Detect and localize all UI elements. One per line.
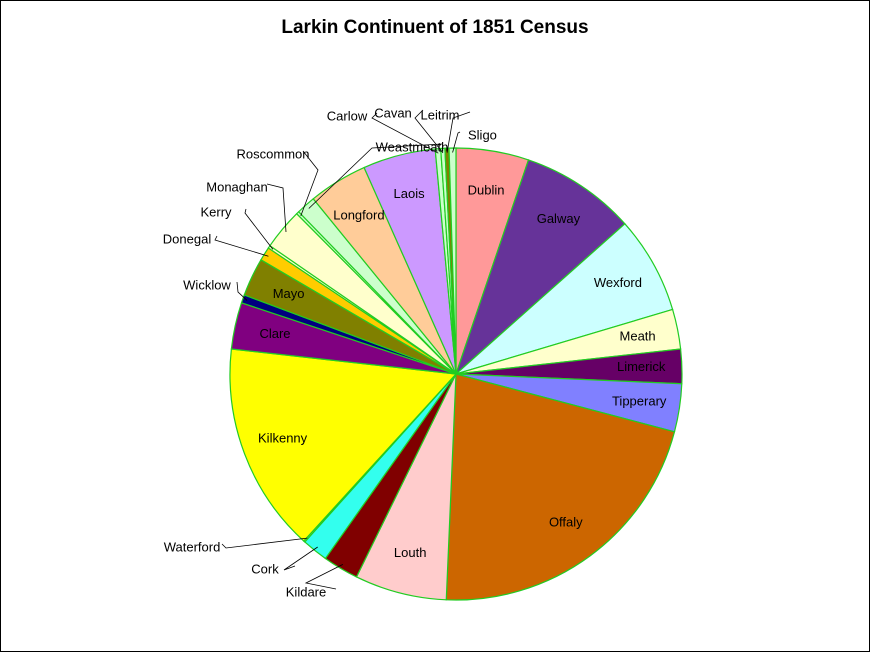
pie-label-galway: Galway — [537, 211, 581, 226]
pie-label-wicklow: Wicklow — [183, 277, 231, 292]
pie-leader-donegal — [214, 235, 269, 257]
pie-label-limerick: Limerick — [617, 359, 666, 374]
pie-label-dublin: Dublin — [468, 183, 505, 198]
pie-leader-roscommon — [300, 150, 319, 217]
pie-label-cork: Cork — [251, 561, 279, 576]
pie-label-kerry: Kerry — [200, 204, 232, 219]
pie-label-wexford: Wexford — [594, 275, 642, 290]
pie-leader-lines — [214, 109, 471, 590]
pie-label-kilkenny: Kilkenny — [258, 431, 308, 446]
pie-leader-cork — [283, 546, 318, 571]
pie-label-donegal: Donegal — [163, 231, 212, 246]
pie-leader-kildare — [304, 564, 344, 590]
chart-title: Larkin Continuent of 1851 Census — [281, 17, 589, 38]
pie-slice-galway — [454, 159, 626, 376]
pie-leader-monaghan — [266, 183, 287, 233]
pie-label-clare: Clare — [259, 326, 290, 341]
pie-label-roscommon: Roscommon — [237, 146, 310, 161]
pie-label-meath: Meath — [620, 329, 656, 344]
pie-label-louth: Louth — [394, 545, 427, 560]
pie-labels: Dublin Galway Wexford Meath Limerick Tipperar… — [163, 105, 667, 599]
pie-label-tipperary: Tipperary — [612, 393, 667, 408]
pie-leader-leitrim — [446, 111, 471, 153]
pie-slice-kilkenny — [229, 348, 458, 542]
pie-label-waterford: Waterford — [164, 539, 221, 554]
pie-label-laois: Laois — [394, 186, 426, 201]
pie-label-offaly: Offaly — [549, 515, 583, 530]
pie-leader-wicklow — [236, 281, 248, 301]
pie-label-carlow: Carlow — [327, 108, 368, 123]
pie-slice-offaly — [445, 373, 676, 601]
pie-label-sligo: Sligo — [468, 127, 497, 142]
pie-label-kildare: Kildare — [286, 584, 326, 599]
pie-leader-cavan — [414, 109, 444, 154]
pie-leader-waterford — [221, 537, 308, 549]
pie-leader-kerry — [244, 208, 274, 250]
pie-label-monaghan: Monaghan — [206, 179, 267, 194]
pie-label-leitrim: Leitrim — [420, 107, 459, 122]
pie-slices — [229, 147, 683, 601]
pie-label-mayo: Mayo — [273, 286, 305, 301]
pie-leader-carlow — [371, 112, 439, 154]
pie-leader-weastmeath — [308, 143, 443, 209]
pie-label-cavan: Cavan — [374, 105, 412, 120]
pie-slice-sligo — [448, 147, 457, 375]
pie-label-weastmeath: Weastmeath — [376, 139, 449, 154]
pie-label-longford: Longford — [333, 208, 384, 223]
pie-leader-sligo — [452, 131, 461, 153]
